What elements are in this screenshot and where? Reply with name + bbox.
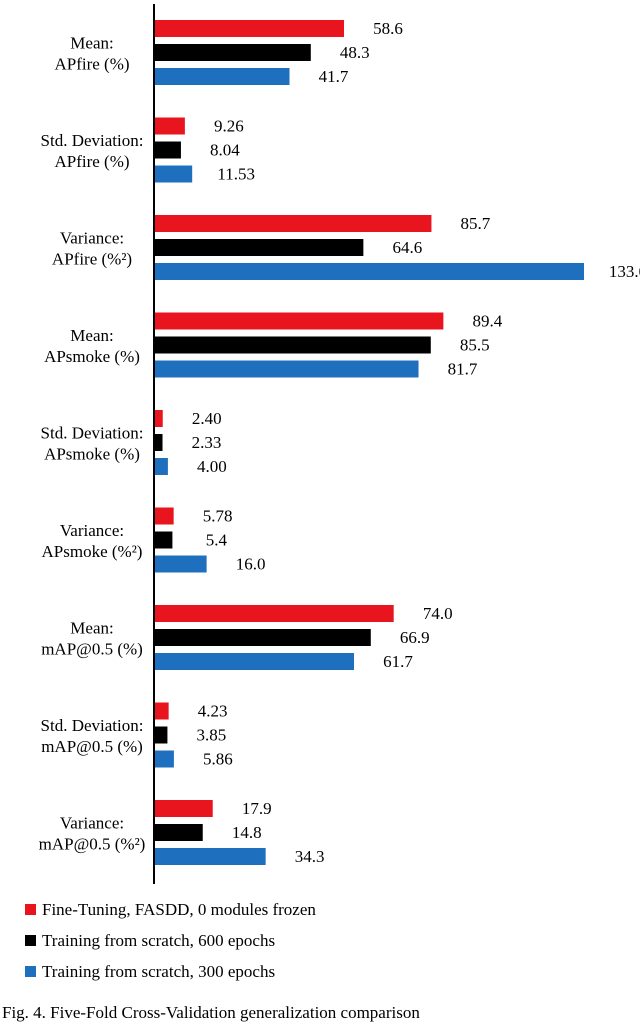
data-label: 89.4: [472, 312, 502, 331]
category-label-line: Std. Deviation:: [41, 131, 144, 150]
data-label: 66.9: [400, 628, 430, 647]
bar: [155, 507, 174, 525]
category-label-line: APsmoke (%): [44, 445, 140, 464]
bar: [155, 653, 355, 670]
data-label: 5.78: [203, 507, 233, 526]
bar: [155, 824, 203, 841]
category-label-line: Variance:: [60, 521, 124, 540]
category-label-line: APsmoke (%): [44, 347, 140, 366]
legend: Fine-Tuning, FASDD, 0 modules frozen Trai…: [25, 900, 316, 981]
category-label-line: mAP@0.5 (%²): [39, 835, 146, 854]
data-label: 74.0: [423, 604, 453, 623]
data-label: 41.7: [319, 67, 349, 86]
category-label-line: APfire (%²): [52, 250, 132, 269]
bars-group: Mean: APfire (%) 58.648.3 41.7 Std. Deviatio…: [39, 19, 640, 866]
data-label: 2.33: [192, 433, 222, 452]
bar: [155, 117, 185, 135]
data-label: 5.4: [206, 531, 228, 550]
data-label: 17.9: [242, 799, 272, 818]
data-label: 133.0: [609, 262, 640, 281]
bar: [155, 629, 371, 646]
legend-swatch: [25, 935, 36, 946]
data-label: 9.26: [214, 117, 244, 136]
bar: [155, 555, 207, 573]
data-label: 8.04: [210, 141, 240, 160]
bar: [155, 165, 193, 183]
bar: [155, 848, 266, 865]
bar: [155, 410, 163, 427]
legend-swatch: [25, 966, 36, 977]
category-label-line: mAP@0.5 (%): [41, 737, 143, 756]
bar: [155, 239, 364, 256]
bar: [155, 800, 213, 817]
category-label-line: Mean:: [70, 326, 113, 345]
data-label: 34.3: [295, 847, 325, 866]
data-label: 5.86: [203, 750, 233, 769]
bar: [155, 336, 431, 354]
figure-caption: Fig. 4. Five-Fold Cross-Validation gener…: [2, 1003, 420, 1022]
bar: [155, 215, 432, 232]
data-label: 4.00: [197, 457, 227, 476]
data-label: 2.40: [192, 409, 222, 428]
category-label-line: Std. Deviation:: [41, 424, 144, 443]
bar: [155, 702, 169, 720]
bar: [155, 141, 181, 159]
bar: [155, 20, 345, 37]
category-label-line: Variance:: [60, 814, 124, 833]
data-label: 61.7: [383, 652, 413, 671]
bar: [155, 726, 168, 744]
bar: [155, 360, 419, 378]
data-label: 14.8: [232, 823, 262, 842]
bar: [155, 434, 163, 451]
category-label-line: APfire (%): [54, 55, 129, 74]
category-label-line: Mean:: [70, 619, 113, 638]
category-label-line: Variance:: [60, 229, 124, 248]
category-label-line: APsmoke (%²): [42, 542, 143, 561]
category-label-line: Std. Deviation:: [41, 716, 144, 735]
data-label: 58.6: [373, 19, 403, 38]
bar: [155, 458, 168, 475]
legend-label: Training from scratch, 600 epochs: [42, 931, 275, 950]
bar: [155, 312, 444, 330]
bar: [155, 531, 173, 549]
bar: [155, 44, 311, 61]
category-label-line: Mean:: [70, 34, 113, 53]
data-label: 11.53: [217, 165, 255, 184]
data-label: 81.7: [448, 360, 478, 379]
bar: [155, 68, 290, 85]
data-label: 4.23: [198, 702, 228, 721]
data-label: 48.3: [340, 43, 370, 62]
legend-label: Training from scratch, 300 epochs: [42, 962, 275, 981]
category-label-line: APfire (%): [54, 152, 129, 171]
category-label-line: mAP@0.5 (%): [41, 640, 143, 659]
data-label: 85.7: [461, 214, 491, 233]
data-label: 3.85: [197, 726, 227, 745]
legend-label: Fine-Tuning, FASDD, 0 modules frozen: [42, 900, 316, 919]
data-label: 64.6: [392, 238, 422, 257]
bar: [155, 750, 174, 768]
legend-swatch: [25, 904, 36, 915]
data-label: 16.0: [236, 555, 266, 574]
bar: [155, 605, 394, 622]
data-label: 85.5: [460, 336, 490, 355]
bar: [155, 263, 584, 280]
